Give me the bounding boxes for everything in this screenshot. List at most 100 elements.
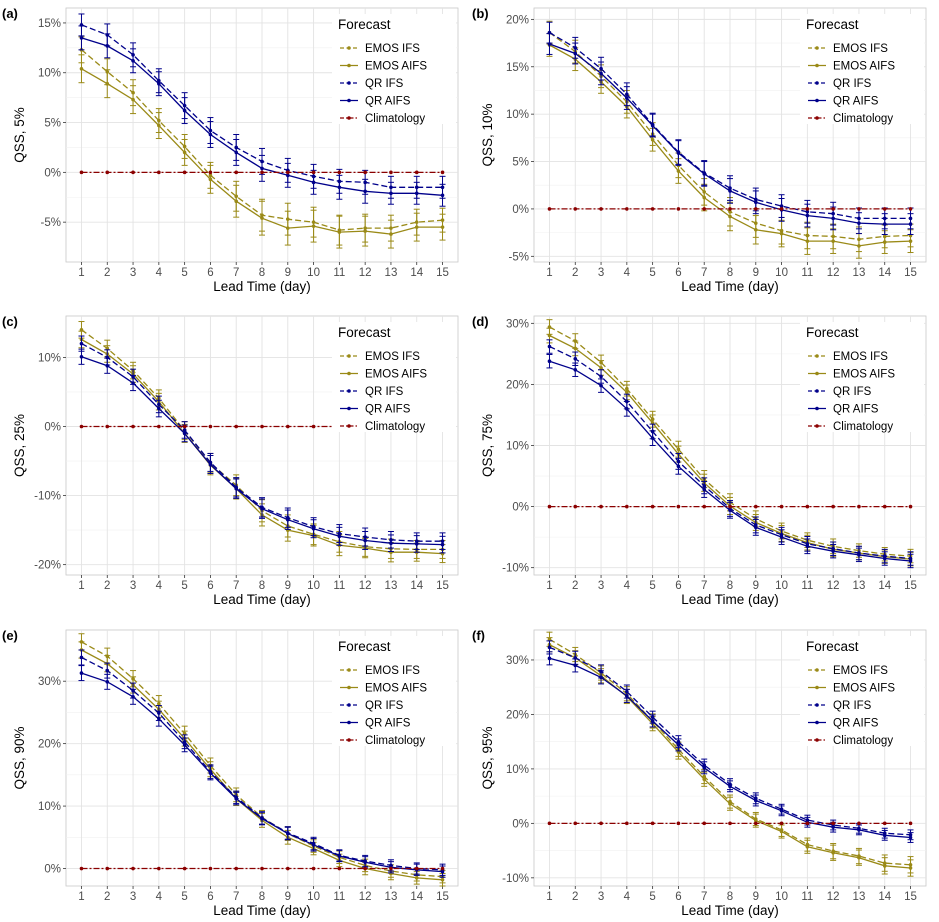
data-point <box>650 436 655 440</box>
data-point <box>363 866 367 871</box>
legend-item-label: Climatology <box>365 113 425 125</box>
x-tick-label: 10 <box>775 891 788 903</box>
x-tick-label: 3 <box>598 891 604 903</box>
data-point <box>285 866 290 871</box>
series-qr-aifs <box>546 33 914 236</box>
data-point <box>882 222 887 226</box>
x-tick-label: 2 <box>572 580 578 592</box>
data-point <box>260 816 264 821</box>
data-point <box>625 694 629 698</box>
x-tick-label: 7 <box>701 267 707 279</box>
y-tick-label: -10% <box>34 491 61 503</box>
panel-label: (a) <box>2 6 18 21</box>
data-point <box>260 866 264 871</box>
legend-item-label: EMOS AIFS <box>833 369 895 381</box>
data-point <box>573 346 578 351</box>
data-point <box>79 36 84 40</box>
y-tick-label: -5% <box>509 251 529 263</box>
series-climatology <box>547 207 913 211</box>
data-point <box>779 207 784 211</box>
data-point <box>414 170 419 175</box>
data-point <box>547 821 552 826</box>
data-point <box>650 123 655 128</box>
data-point <box>779 231 784 236</box>
chart-panel-2: (b)-5%0%5%10%15%20%1 2 3 4 5 6 7 8 9 10 11 12 13 14 15… <box>472 6 927 294</box>
data-point <box>337 230 342 234</box>
data-point <box>650 821 655 826</box>
x-tick-label: 10 <box>307 267 320 279</box>
x-tick-label: 12 <box>827 891 840 903</box>
data-point <box>908 866 913 870</box>
data-point <box>208 771 213 775</box>
data-point <box>753 504 758 509</box>
data-point <box>599 383 603 388</box>
legend-key-point <box>347 371 351 376</box>
data-point <box>805 821 810 826</box>
y-tick-label: -20% <box>34 560 61 572</box>
data-point <box>857 553 861 557</box>
series-qr-aifs <box>78 25 446 207</box>
series-qr-aifs <box>546 353 914 569</box>
data-point <box>234 486 239 491</box>
data-point <box>573 51 578 56</box>
data-point <box>753 207 758 211</box>
x-axis-title: Lead Time (day) <box>681 592 779 607</box>
data-point <box>882 504 887 509</box>
data-point <box>908 207 913 211</box>
data-point <box>676 169 681 173</box>
data-point <box>753 798 758 803</box>
legend-item-label: QR AIFS <box>365 404 411 416</box>
x-tick-label: 14 <box>410 267 423 279</box>
data-point <box>285 424 290 429</box>
data-point <box>702 777 707 782</box>
data-point <box>753 821 758 826</box>
data-point <box>79 66 84 71</box>
y-tick-label: 5% <box>512 157 529 169</box>
data-point <box>650 207 655 211</box>
x-axis-title: Lead Time (day) <box>681 903 779 918</box>
legend-background <box>800 14 924 124</box>
legend-background <box>332 322 456 432</box>
data-point <box>260 170 264 175</box>
data-point <box>805 213 810 218</box>
data-point <box>857 821 861 826</box>
data-point <box>131 97 135 102</box>
data-point <box>728 207 732 211</box>
panel-label: (d) <box>472 314 489 329</box>
x-tick-label: 2 <box>572 267 578 279</box>
y-tick-label: 10% <box>506 109 529 121</box>
x-tick-label: 12 <box>359 891 372 903</box>
y-axis-title: QSS, 10% <box>480 103 495 166</box>
legend-title: Forecast <box>806 17 859 32</box>
x-tick-label: 1 <box>78 267 84 279</box>
legend-item-label: EMOS AIFS <box>833 61 895 73</box>
data-point <box>882 864 887 868</box>
x-tick-label: 8 <box>727 891 733 903</box>
data-point <box>857 828 861 832</box>
x-tick-label: 11 <box>801 891 813 903</box>
panel-label: (f) <box>472 628 485 643</box>
series-line <box>549 32 911 220</box>
legend-background <box>800 322 924 432</box>
data-point <box>363 860 367 865</box>
series-emos-aifs <box>78 54 446 249</box>
x-tick-label: 13 <box>853 267 866 279</box>
data-point <box>131 424 135 429</box>
x-tick-label: 8 <box>727 580 733 592</box>
y-tick-label: 20% <box>506 14 529 26</box>
x-tick-label: 1 <box>78 891 84 903</box>
data-point <box>831 850 835 855</box>
data-point <box>676 504 681 509</box>
data-point <box>208 132 213 137</box>
x-tick-label: 6 <box>207 267 213 279</box>
legend-item-label: EMOS IFS <box>833 351 888 363</box>
x-tick-label: 14 <box>410 580 423 592</box>
legend-key-point <box>815 63 819 68</box>
data-point <box>831 821 835 826</box>
x-tick-label: 5 <box>181 580 187 592</box>
y-tick-label: 0% <box>512 818 529 830</box>
y-tick-label: 0% <box>44 864 61 876</box>
legend-title: Forecast <box>806 639 859 654</box>
data-point <box>573 356 578 361</box>
x-tick-label: 2 <box>104 891 110 903</box>
